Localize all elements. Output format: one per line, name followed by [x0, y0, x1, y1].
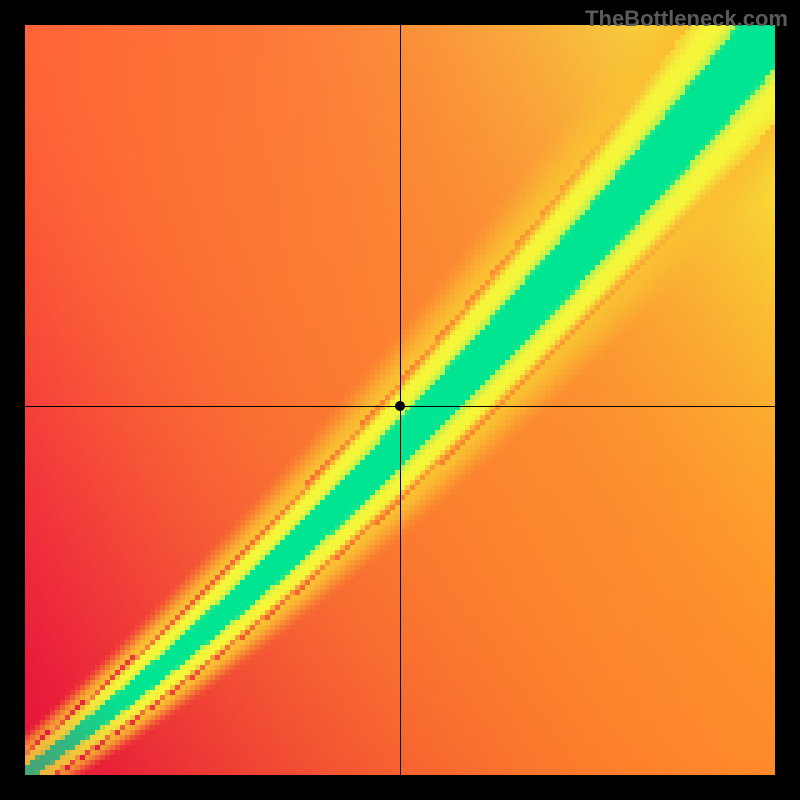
plot-area [25, 25, 775, 775]
crosshair-vertical [400, 25, 401, 775]
chart-container: TheBottleneck.com [0, 0, 800, 800]
crosshair-marker [395, 401, 405, 411]
watermark-text: TheBottleneck.com [585, 6, 788, 32]
